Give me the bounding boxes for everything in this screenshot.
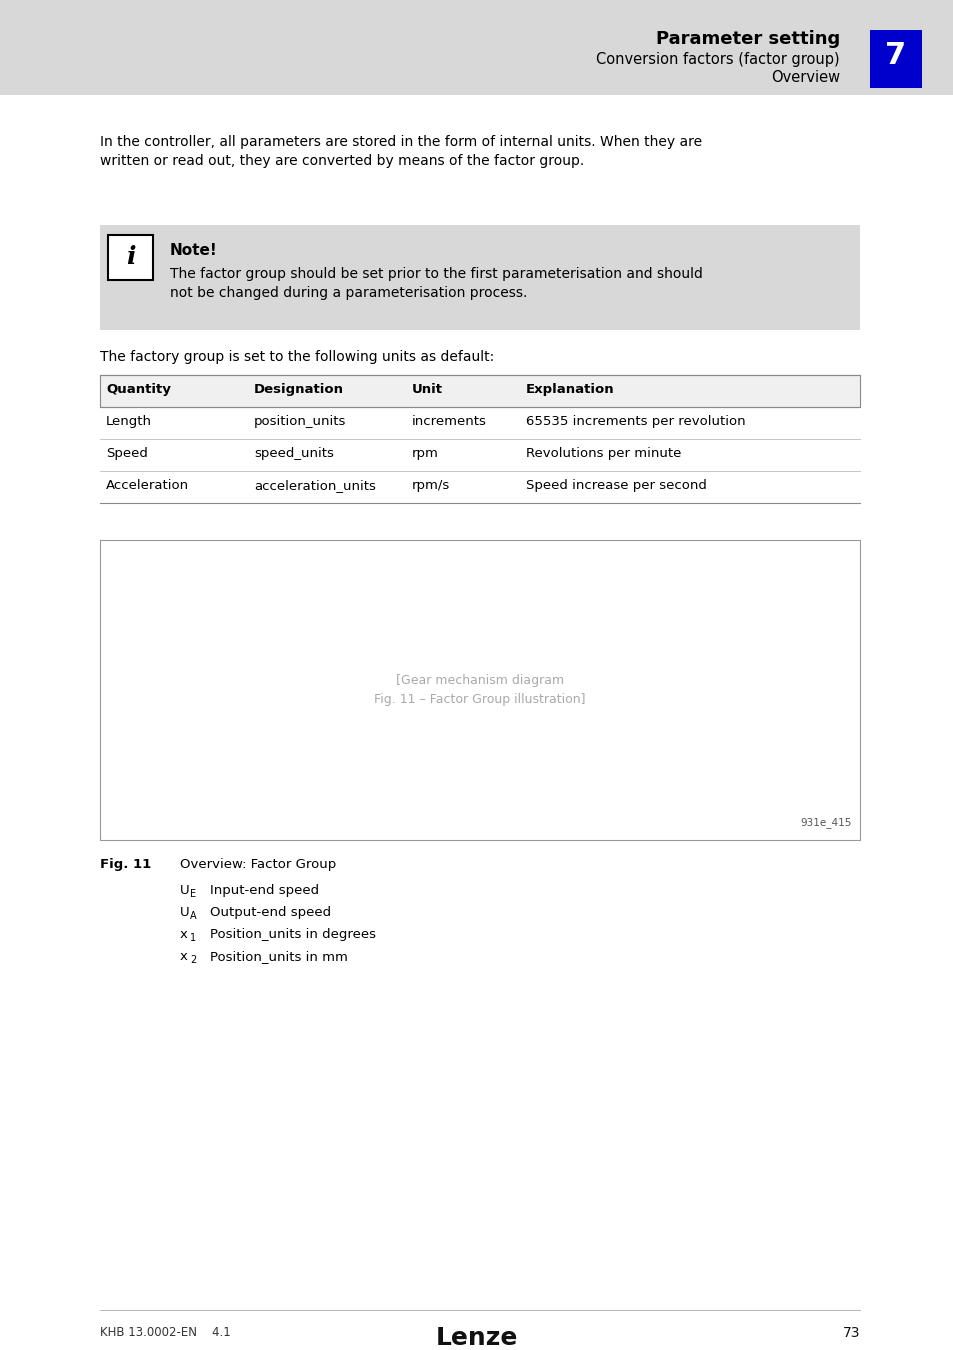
Text: position_units: position_units [253, 414, 346, 428]
Text: Parameter setting: Parameter setting [655, 30, 840, 49]
Text: Note!: Note! [170, 243, 217, 258]
Text: Overview: Factor Group: Overview: Factor Group [180, 859, 335, 871]
Text: 2: 2 [190, 954, 196, 965]
Bar [869, 30, 921, 88]
Bar [100, 375, 859, 406]
Text: Fig. 11: Fig. 11 [100, 859, 152, 871]
Text: E: E [190, 890, 196, 899]
Text: rpm: rpm [412, 447, 438, 460]
Text: acceleration_units: acceleration_units [253, 479, 375, 491]
Text: Lenze: Lenze [436, 1326, 517, 1350]
Text: Speed: Speed [106, 447, 148, 460]
Text: Input-end speed: Input-end speed [210, 884, 319, 896]
Text: x: x [180, 950, 188, 963]
Text: 931e_415: 931e_415 [800, 817, 851, 828]
Text: 73: 73 [841, 1326, 859, 1341]
Text: x: x [180, 927, 188, 941]
Text: U: U [180, 906, 190, 919]
Text: Conversion factors (factor group): Conversion factors (factor group) [596, 53, 840, 68]
Bar [108, 235, 152, 279]
Text: The factor group should be set prior to the first parameterisation and should
no: The factor group should be set prior to … [170, 267, 702, 301]
Text: Length: Length [106, 414, 152, 428]
Text: Overview: Overview [770, 70, 840, 85]
Text: Speed increase per second: Speed increase per second [525, 479, 706, 491]
Text: increments: increments [412, 414, 486, 428]
Text: i: i [126, 246, 135, 270]
Text: Unit: Unit [412, 383, 442, 396]
Text: A: A [190, 911, 196, 921]
Bar [0, 0, 953, 95]
Text: Revolutions per minute: Revolutions per minute [525, 447, 680, 460]
Text: 65535 increments per revolution: 65535 increments per revolution [525, 414, 745, 428]
Text: Explanation: Explanation [525, 383, 614, 396]
Text: 7: 7 [884, 40, 905, 69]
Text: KHB 13.0002-EN    4.1: KHB 13.0002-EN 4.1 [100, 1326, 231, 1339]
Text: Position_units in degrees: Position_units in degrees [210, 927, 375, 941]
Text: Quantity: Quantity [106, 383, 171, 396]
Text: 1: 1 [190, 933, 196, 944]
Text: In the controller, all parameters are stored in the form of internal units. When: In the controller, all parameters are st… [100, 135, 701, 169]
Text: The factory group is set to the following units as default:: The factory group is set to the followin… [100, 350, 494, 365]
Text: U: U [180, 884, 190, 896]
Text: speed_units: speed_units [253, 447, 334, 460]
Text: rpm/s: rpm/s [412, 479, 450, 491]
Text: Designation: Designation [253, 383, 344, 396]
Text: Position_units in mm: Position_units in mm [210, 950, 348, 963]
Bar [100, 225, 859, 329]
Text: Acceleration: Acceleration [106, 479, 189, 491]
Text: [Gear mechanism diagram
Fig. 11 – Factor Group illustration]: [Gear mechanism diagram Fig. 11 – Factor… [374, 674, 585, 706]
Text: Output-end speed: Output-end speed [210, 906, 331, 919]
Bar [100, 540, 859, 840]
